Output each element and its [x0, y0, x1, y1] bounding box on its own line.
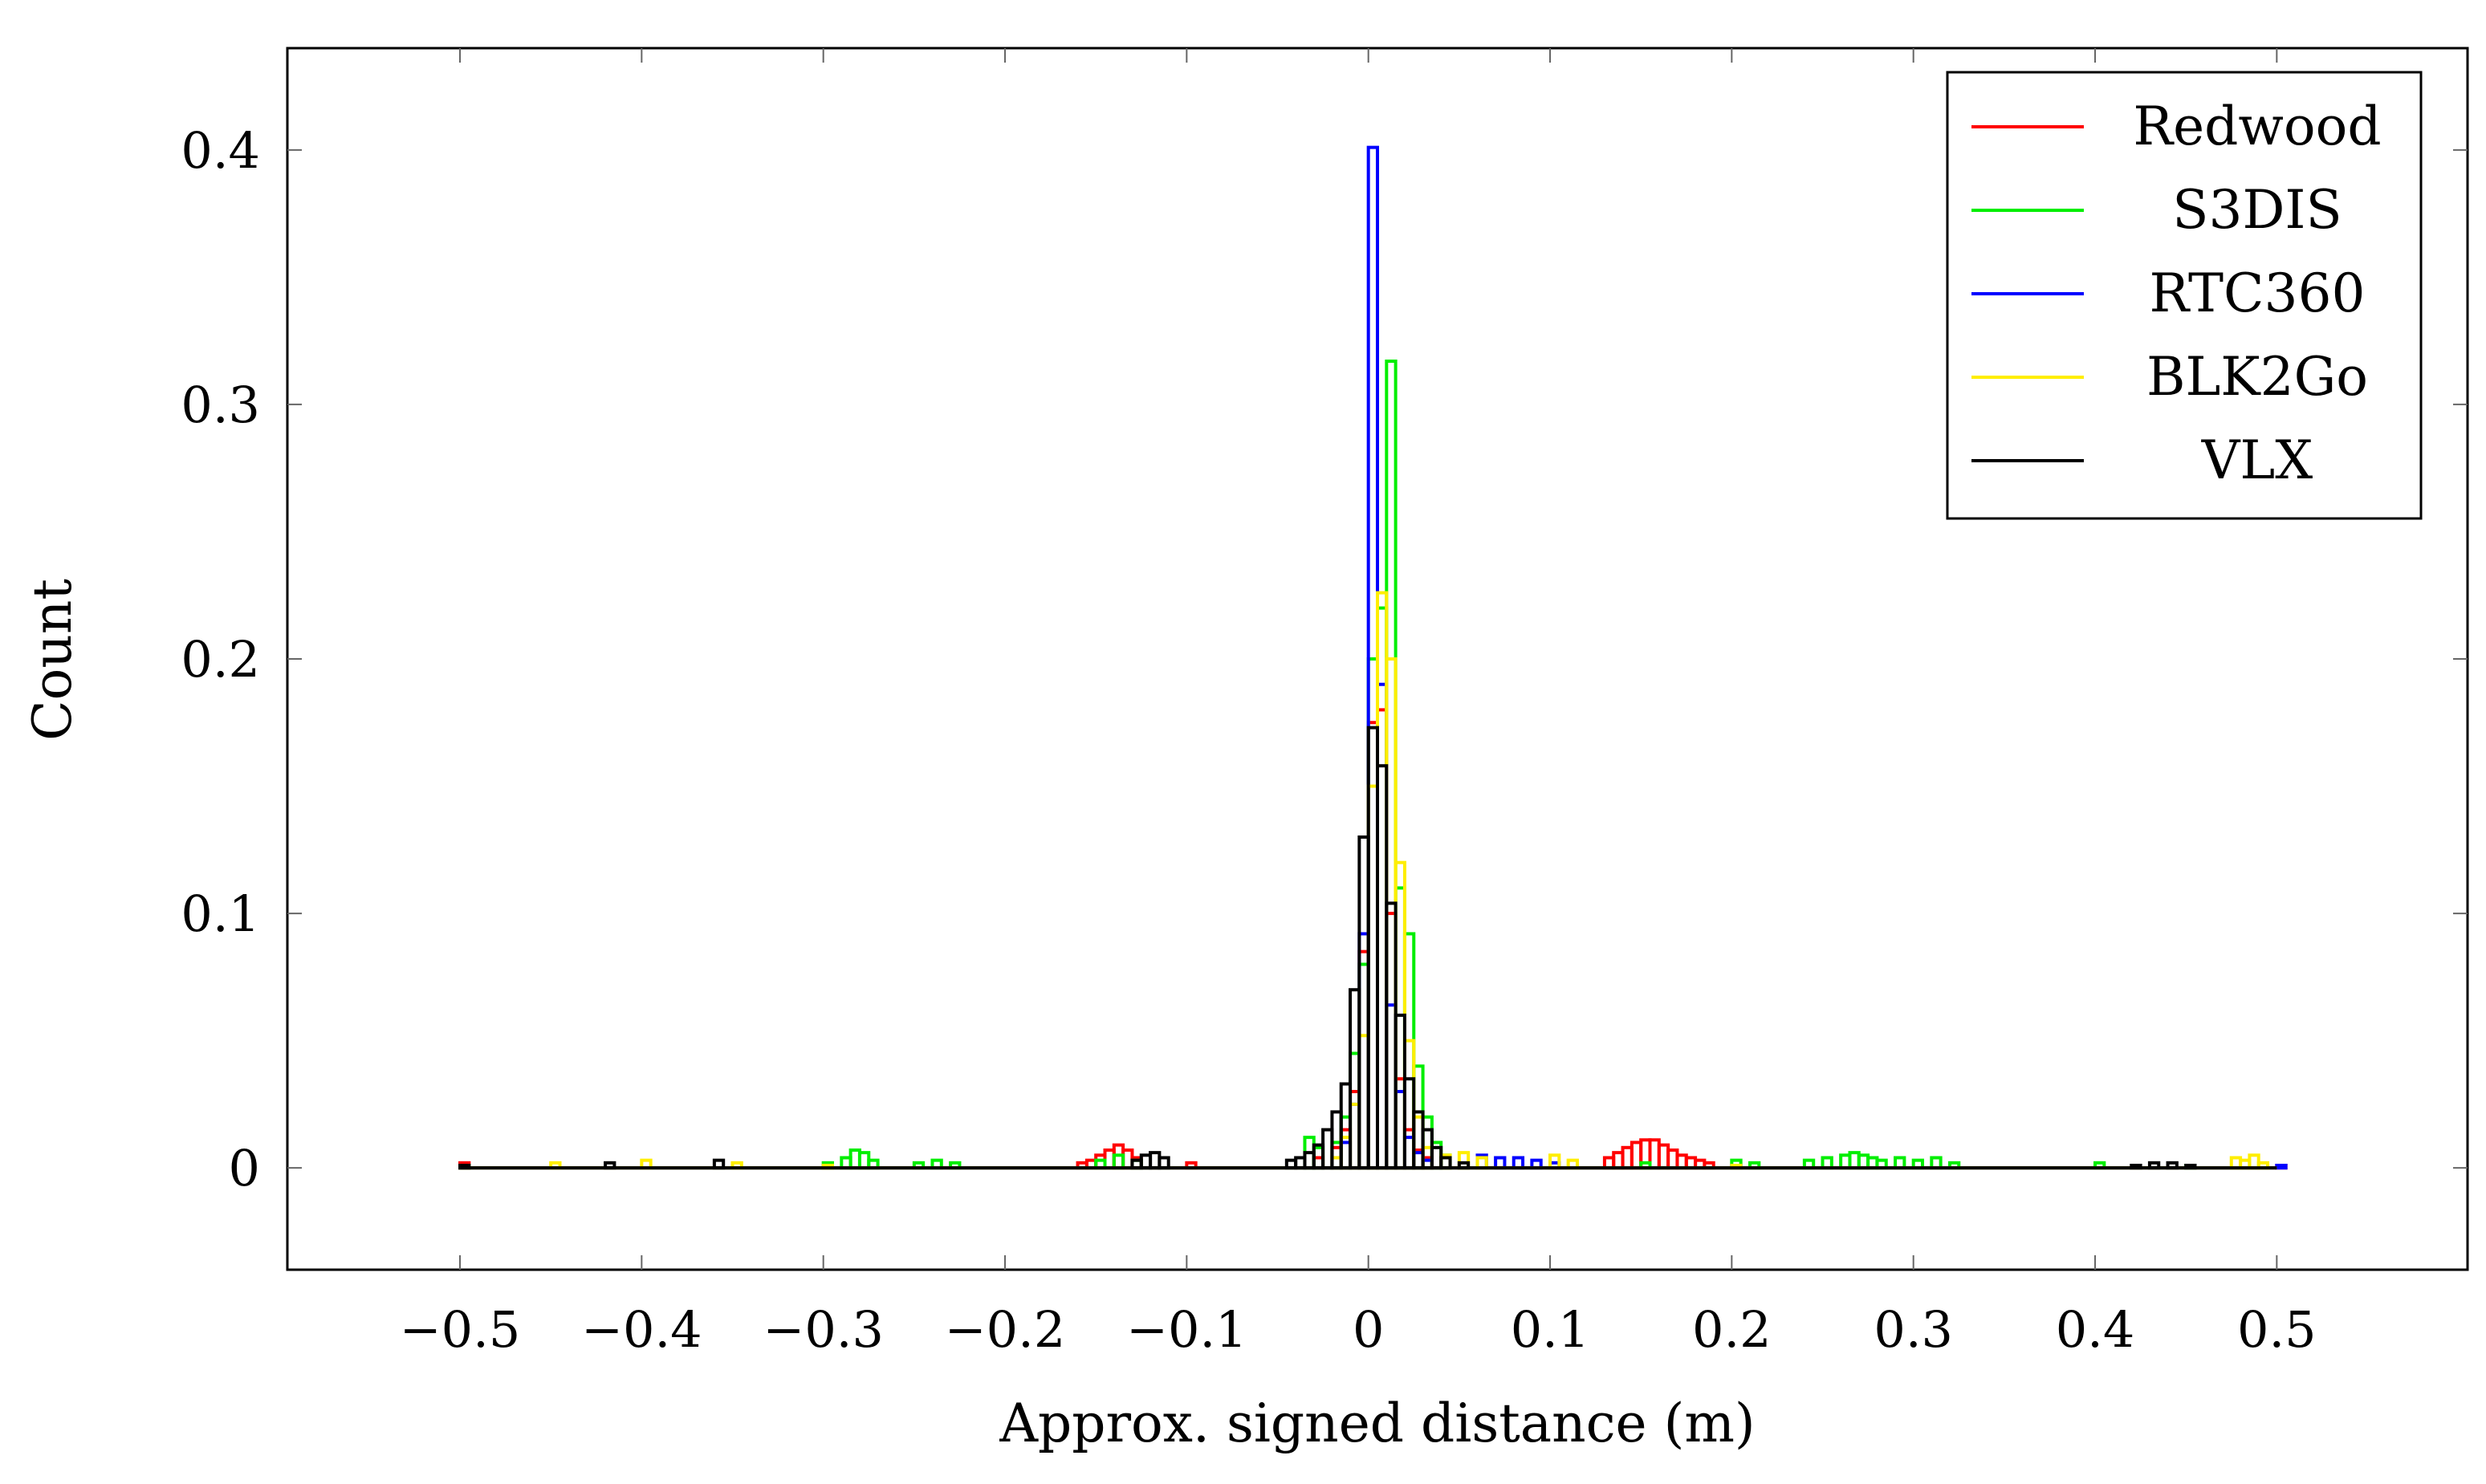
x-tick-label: −0.2 [945, 1300, 1066, 1359]
x-axis-label: Approx. signed distance (m) [999, 1393, 1755, 1454]
x-tick-label: 0.5 [2237, 1300, 2317, 1359]
legend-label: BLK2Go [2146, 346, 2368, 408]
y-tick-labels: 0 0.1 0.2 0.3 0.4 [181, 121, 260, 1197]
x-tick-label: 0.1 [1511, 1300, 1590, 1359]
legend: Redwood S3DIS RTC360 BLK2Go VLX [1946, 71, 2423, 520]
y-tick-label: 0.1 [181, 884, 260, 943]
axis-ticks [287, 48, 2468, 1270]
x-tick-label: −0.1 [1126, 1300, 1247, 1359]
histogram-bars [458, 145, 2288, 1170]
x-tick-label: −0.3 [763, 1300, 884, 1359]
legend-label: VLX [2201, 429, 2313, 491]
legend-label: RTC360 [2149, 262, 2365, 324]
bar [2275, 1164, 2288, 1170]
series-vlx [458, 726, 2277, 1170]
x-tick-label: 0.4 [2056, 1300, 2135, 1359]
y-tick-label: 0.3 [181, 376, 260, 434]
series-redwood [458, 708, 2288, 1170]
y-tick-label: 0 [229, 1139, 260, 1197]
y-tick-label: 0.4 [181, 121, 260, 180]
x-tick-label: 0.3 [1874, 1300, 1953, 1359]
legend-label: S3DIS [2172, 179, 2342, 241]
x-tick-label: 0 [1353, 1300, 1384, 1359]
bar [1112, 1153, 1125, 1170]
y-axis-label: Count [22, 579, 83, 741]
x-tick-labels: −0.5 −0.4 −0.3 −0.2 −0.1 0 0.1 0.2 0.3 0.4 0.5 [400, 1300, 2317, 1359]
legend-label: Redwood [2133, 96, 2381, 157]
x-tick-label: −0.5 [400, 1300, 521, 1359]
x-tick-label: 0.2 [1692, 1300, 1772, 1359]
x-tick-label: −0.4 [581, 1300, 702, 1359]
y-tick-label: 0.2 [181, 630, 260, 689]
